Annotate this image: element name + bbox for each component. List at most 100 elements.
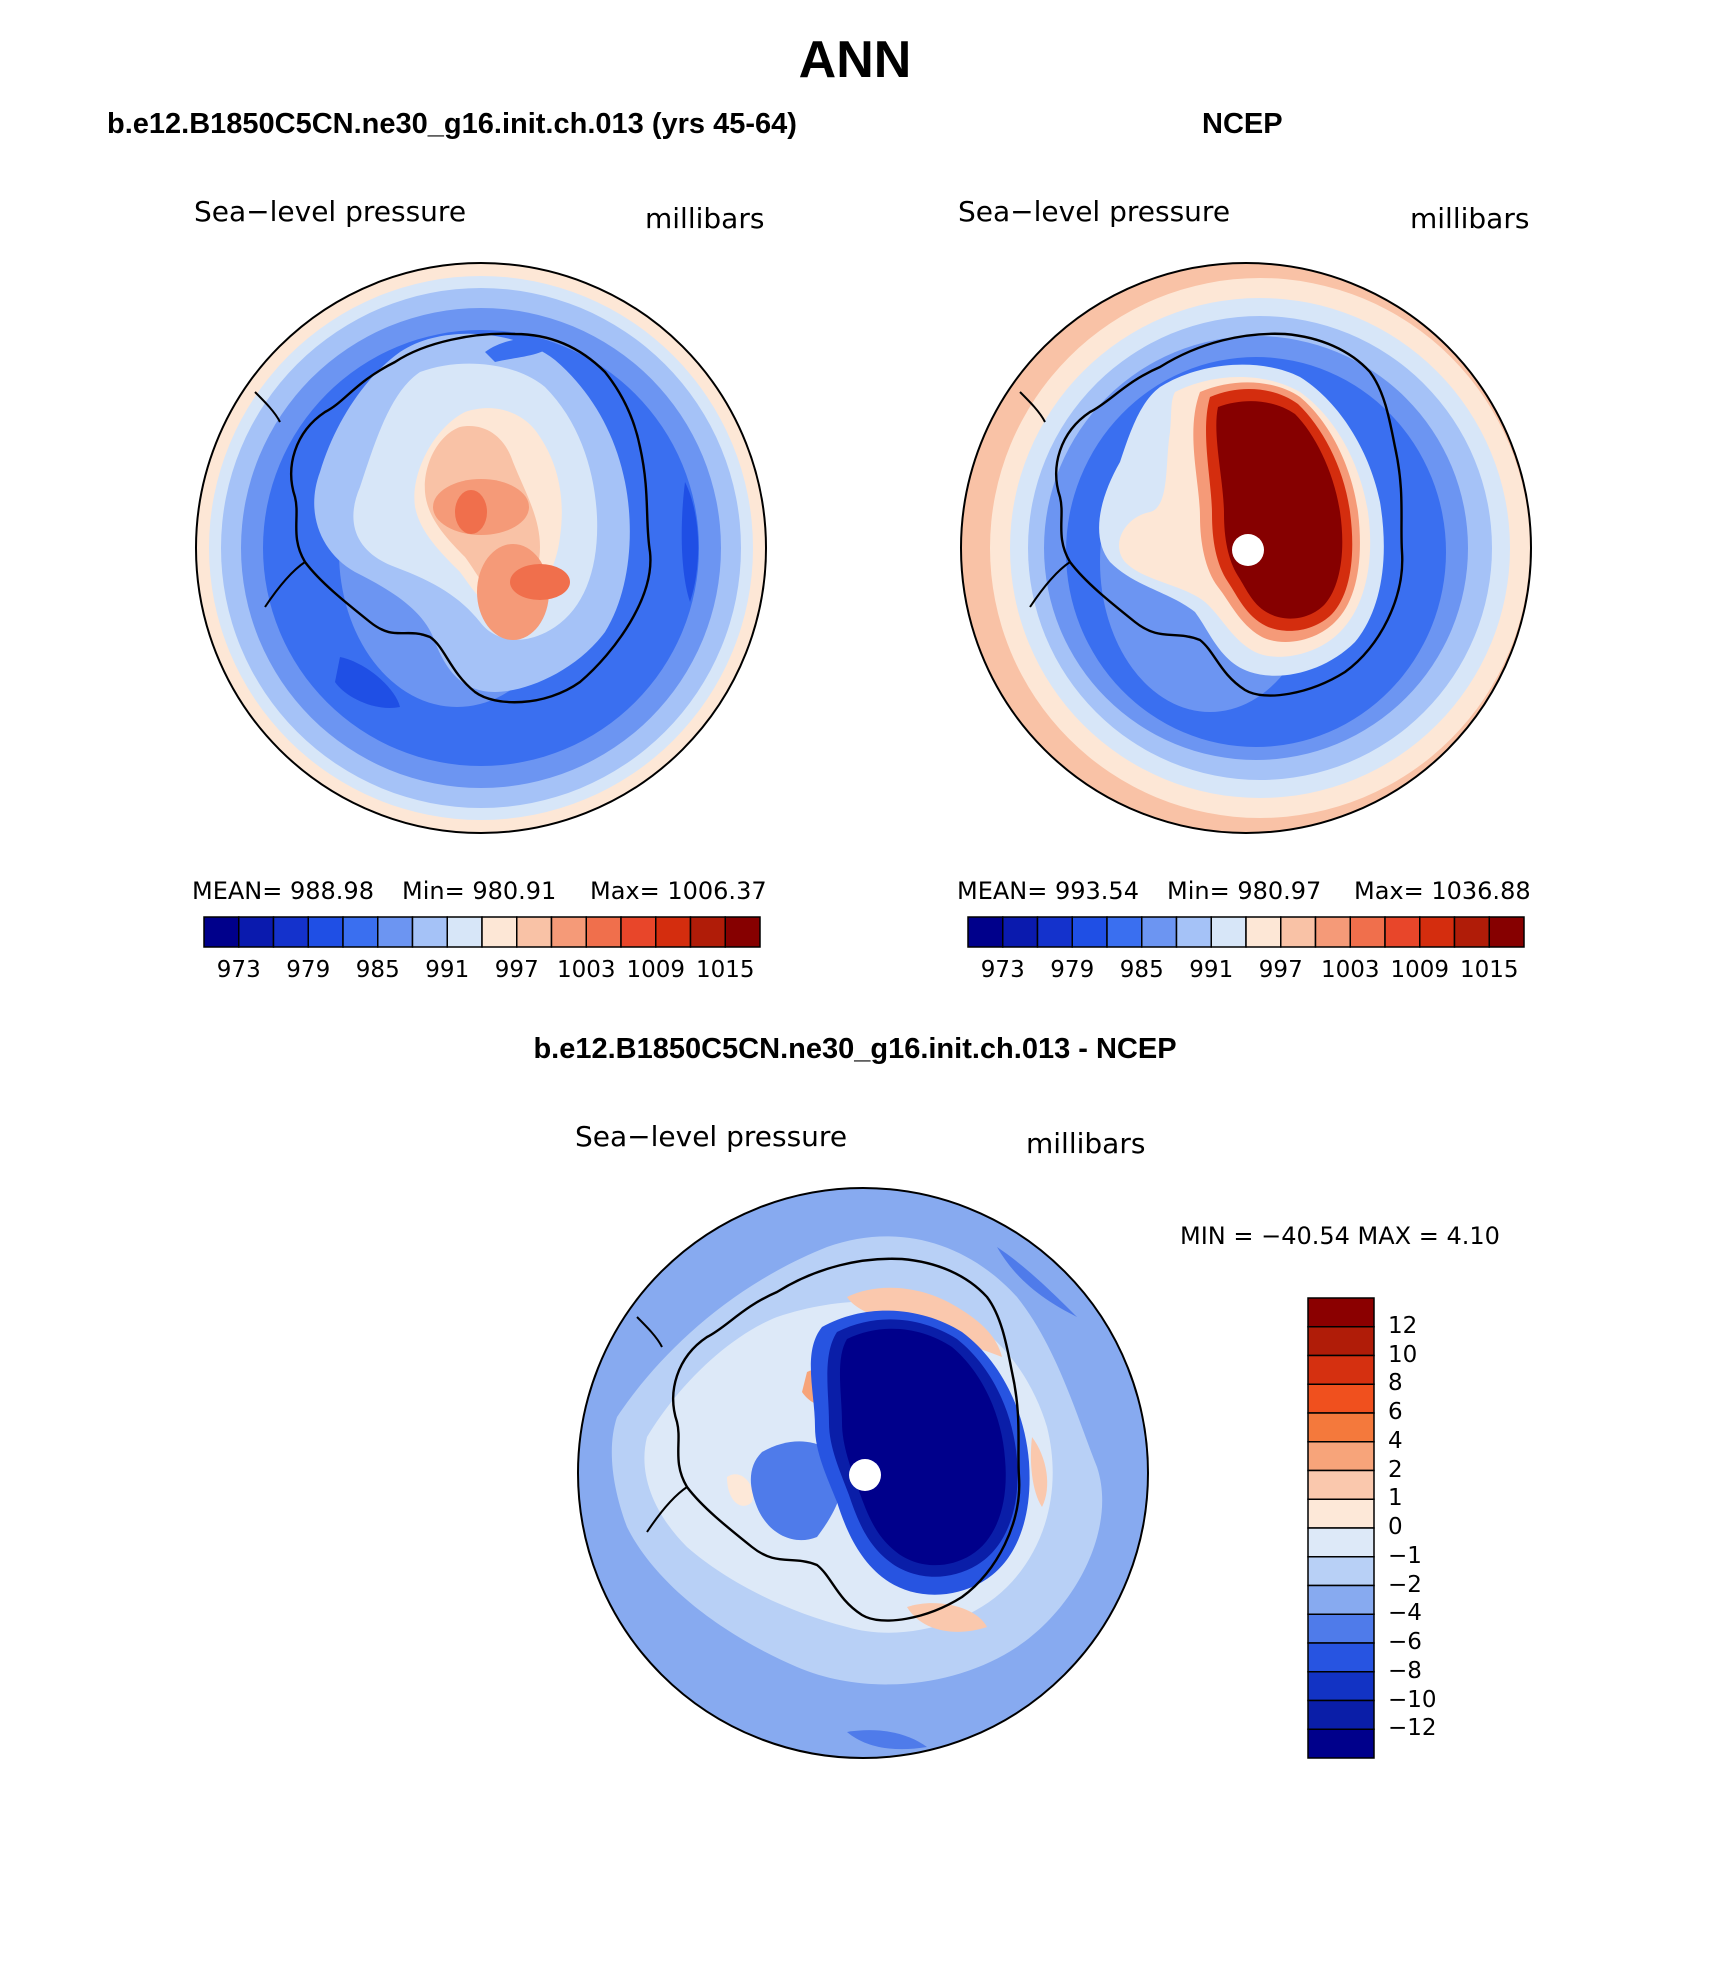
obs-colorbar-tick-label: 979 (1050, 957, 1095, 983)
model-colorbar (203, 916, 761, 948)
obs-colorbar-box-3 (1071, 916, 1108, 948)
model-colorbar-tick-label: 1003 (556, 957, 616, 983)
diff-colorbar-tick-label: −6 (1388, 1629, 1422, 1655)
obs-min-text: Min= 980.97 (1167, 877, 1322, 905)
diff-colorbar-tick-label: 4 (1388, 1427, 1403, 1454)
obs-colorbar-box-10 (1314, 916, 1351, 948)
model-colorbar-box-15 (724, 916, 761, 948)
model-ocean-low-sw (335, 657, 400, 708)
diff-colorbar-box-5 (1307, 1441, 1375, 1472)
model-colorbar-box-10 (550, 916, 587, 948)
diff-units-label: millibars (1026, 1127, 1146, 1160)
model-colorbar-box-0 (203, 916, 240, 948)
model-colorbar-box-2 (272, 916, 309, 948)
obs-colorbar-ticks: 973 979 985 991 997 1003 1009 1015 (968, 957, 1524, 987)
diff-contour-s (847, 1730, 927, 1750)
obs-colorbar-tick-label: 973 (980, 957, 1025, 983)
model-colorbar-box-3 (307, 916, 344, 948)
model-map-border (195, 262, 767, 834)
diff-contour-p0b (907, 1603, 987, 1632)
diff-colorbar-box-14 (1307, 1699, 1375, 1730)
obs-colorbar-box-2 (1036, 916, 1073, 948)
obs-polar-map (960, 262, 1532, 834)
obs-colorbar-box-13 (1419, 916, 1456, 948)
diff-colorbar-box-0 (1307, 1297, 1375, 1328)
diff-colorbar (1307, 1297, 1375, 1759)
model-colorbar-tick-label: 991 (425, 957, 470, 983)
diff-polar-map (577, 1187, 1149, 1759)
diff-colorbar-box-9 (1307, 1556, 1375, 1587)
obs-colorbar (967, 916, 1525, 948)
diff-colorbar-tick-label: −8 (1388, 1657, 1422, 1684)
diff-pole-marker (849, 1459, 881, 1491)
model-colorbar-ticks: 973 979 985 991 997 1003 1009 1015 (204, 957, 760, 987)
diff-contour-ne (997, 1247, 1077, 1317)
obs-colorbar-box-15 (1488, 916, 1525, 948)
obs-variable-label: Sea−level pressure (958, 195, 1231, 228)
diff-contour-p0a (727, 1474, 753, 1506)
model-colorbar-tick-label: 1009 (626, 957, 686, 983)
diff-colorbar-ticks: 12 10 8 6 4 2 1 0 −1 −2 −4 −6 −8 −10 −12 (1388, 1298, 1488, 1758)
diff-minmax-text: MIN = −40.54 MAX = 4.10 (1180, 1222, 1500, 1250)
diff-colorbar-box-7 (1307, 1498, 1375, 1529)
model-colorbar-box-5 (377, 916, 414, 948)
model-colorbar-box-12 (620, 916, 657, 948)
model-variable-label: Sea−level pressure (194, 195, 467, 228)
model-peninsula-coast (254, 391, 306, 608)
obs-colorbar-box-7 (1210, 916, 1247, 948)
diff-colorbar-box-12 (1307, 1642, 1375, 1673)
model-min-text: Min= 980.91 (402, 877, 557, 905)
obs-colorbar-box-8 (1245, 916, 1282, 948)
diff-colorbar-box-15 (1307, 1728, 1375, 1759)
obs-mean-text: MEAN= 993.54 (957, 877, 1139, 905)
obs-peninsula-coast (1019, 391, 1071, 608)
obs-colorbar-box-4 (1106, 916, 1143, 948)
model-colorbar-tick-label: 997 (494, 957, 539, 983)
model-ocean-low (485, 338, 555, 362)
obs-coastline (1055, 332, 1404, 697)
diff-colorbar-box-1 (1307, 1326, 1375, 1357)
obs-colorbar-box-1 (1002, 916, 1039, 948)
model-colorbar-tick-label: 979 (286, 957, 331, 983)
diff-colorbar-box-13 (1307, 1671, 1375, 1702)
obs-colorbar-box-0 (967, 916, 1004, 948)
diff-contour-m12 (839, 1328, 1006, 1566)
model-colorbar-box-14 (689, 916, 726, 948)
diff-colorbar-box-8 (1307, 1527, 1375, 1558)
model-colorbar-tick-label: 1015 (695, 957, 755, 983)
diff-colorbar-tick-label: 1 (1388, 1485, 1403, 1512)
obs-colorbar-tick-label: 1003 (1320, 957, 1380, 983)
model-colorbar-box-11 (585, 916, 622, 948)
obs-max-text: Max= 1036.88 (1354, 877, 1531, 905)
diff-colorbar-box-11 (1307, 1613, 1375, 1644)
page-title: ANN (798, 31, 912, 89)
diff-colorbar-tick-label: −1 (1388, 1542, 1422, 1569)
obs-pole-marker (1232, 534, 1264, 566)
diff-colorbar-tick-label: 2 (1388, 1456, 1403, 1483)
diff-colorbar-tick-label: −12 (1388, 1715, 1437, 1742)
model-colorbar-box-1 (238, 916, 275, 948)
diff-peninsula-coast (636, 1316, 688, 1533)
obs-case-title: NCEP (1202, 108, 1283, 140)
model-colorbar-box-6 (411, 916, 448, 948)
diff-contour-p0c (1030, 1437, 1048, 1507)
model-polar-map (195, 262, 767, 834)
obs-colorbar-tick-label: 985 (1119, 957, 1164, 983)
model-continent-1006b (455, 490, 487, 534)
obs-colorbar-box-5 (1141, 916, 1178, 948)
obs-map-border (960, 262, 1532, 834)
diff-colorbar-tick-label: −4 (1388, 1600, 1422, 1627)
diff-colorbar-tick-label: 6 (1388, 1399, 1403, 1425)
diff-colorbar-tick-label: 10 (1388, 1341, 1418, 1368)
obs-units-label: millibars (1410, 202, 1530, 235)
diff-colorbar-box-10 (1307, 1584, 1375, 1615)
model-colorbar-box-4 (342, 916, 379, 948)
obs-colorbar-box-6 (1175, 916, 1212, 948)
diff-colorbar-tick-label: −10 (1388, 1686, 1437, 1713)
obs-colorbar-box-11 (1349, 916, 1386, 948)
diff-colorbar-box-6 (1307, 1469, 1375, 1500)
model-colorbar-box-9 (516, 916, 553, 948)
obs-colorbar-tick-label: 997 (1258, 957, 1303, 983)
obs-colorbar-tick-label: 991 (1189, 957, 1234, 983)
obs-colorbar-tick-label: 1009 (1390, 957, 1450, 983)
